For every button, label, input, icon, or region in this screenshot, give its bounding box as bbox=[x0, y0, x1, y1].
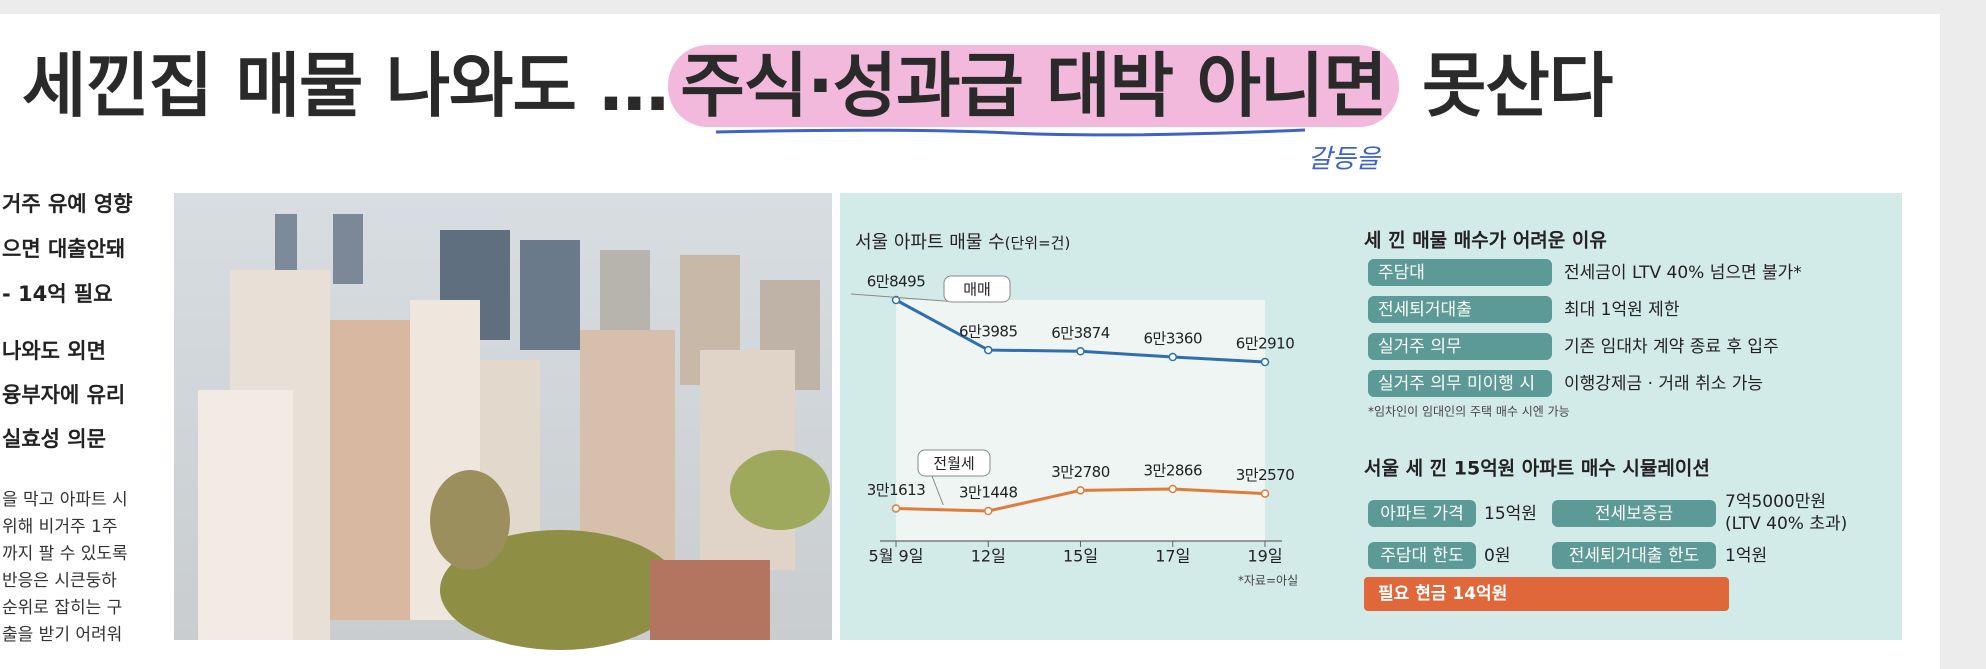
data-label: 3만2780 bbox=[1051, 463, 1110, 481]
data-label: 6만3874 bbox=[1051, 324, 1110, 342]
x-tick-label: 19일 bbox=[1247, 547, 1282, 566]
legend-label: 매매 bbox=[963, 281, 991, 299]
handwritten-note: 갈등을 bbox=[1308, 145, 1382, 175]
tag-label: 전세퇴거대출 bbox=[1378, 300, 1472, 320]
side-body: 을 막고 아파트 시 위해 비거주 1주 까지 팔 수 있도록 반응은 시큰둥하… bbox=[2, 490, 128, 645]
line-chart: 서울 아파트 매물 수(단위=건) *자료=아실 5월 9일 12일 15일 17일 1… bbox=[850, 232, 1298, 588]
body-line: 반응은 시큰둥하 bbox=[2, 571, 117, 591]
legend-box bbox=[943, 275, 1011, 303]
tag-value: 1억원 bbox=[1725, 546, 1767, 566]
data-point bbox=[984, 506, 993, 516]
simulation-table: 아파트 가격 15억원 전세보증금 7억5000만원 (LTV 40% 초과) … bbox=[1364, 492, 1847, 611]
data-label: 3만2570 bbox=[1236, 466, 1295, 484]
total-label: 필요 현금 14억원 bbox=[1378, 584, 1507, 604]
subhead: 나와도 외면 bbox=[2, 339, 106, 363]
tag-label: 실거주 의무 bbox=[1378, 337, 1462, 357]
plot-area bbox=[896, 300, 1265, 541]
tag-label: 전세퇴거대출 한도 bbox=[1569, 546, 1700, 566]
data-point bbox=[1076, 486, 1085, 495]
data-point bbox=[1168, 484, 1177, 494]
body-line: 위해 비거주 1주 bbox=[2, 517, 117, 537]
body-line: 을 막고 아파트 시 bbox=[2, 490, 128, 510]
chart-unit: (단위=건) bbox=[1005, 234, 1071, 252]
reasons-title: 세 낀 매물 매수가 어려운 이유 bbox=[1364, 230, 1607, 252]
tag bbox=[1368, 500, 1476, 527]
data-point bbox=[1260, 489, 1270, 498]
legend-leader bbox=[850, 293, 959, 303]
tag-label: 주담대 한도 bbox=[1380, 546, 1464, 566]
x-tick-label: 5월 9일 bbox=[869, 547, 924, 566]
tag-label: 전세보증금 bbox=[1595, 504, 1673, 524]
subhead: - 14억 필요 bbox=[2, 282, 113, 306]
tag bbox=[1552, 500, 1716, 527]
tag-label: 아파트 가격 bbox=[1380, 504, 1464, 524]
body-line: 까지 팔 수 있도록 bbox=[2, 544, 128, 564]
reasons-footnote: *임차인이 임대인의 주택 매수 시엔 가능 bbox=[1368, 405, 1570, 419]
data-point bbox=[891, 295, 901, 305]
data-point bbox=[891, 504, 901, 513]
headline-end: 못산다 bbox=[1422, 45, 1613, 127]
body-line: 출을 받기 어려워 bbox=[2, 625, 122, 645]
body-line: 순위로 잡히는 구 bbox=[2, 598, 122, 618]
data-label: 3만1448 bbox=[959, 484, 1018, 502]
photo bbox=[174, 193, 832, 650]
tag-value: 15억원 bbox=[1484, 504, 1537, 524]
tag-value: 기존 임대차 계약 종료 후 입주 bbox=[1564, 337, 1779, 357]
data-point bbox=[1260, 357, 1270, 367]
data-label: 6만8495 bbox=[867, 273, 926, 291]
tag-label: 실거주 의무 미이행 시 bbox=[1378, 374, 1535, 394]
legend-leader bbox=[931, 475, 944, 506]
subhead: 거주 유예 영향 bbox=[2, 192, 133, 216]
headline: 세낀집 매물 나와도 … 주식·성과급 대박 아니면 못산다 bbox=[22, 30, 1613, 131]
subhead: 융부자에 유리 bbox=[2, 383, 125, 407]
tag-value: 0원 bbox=[1484, 546, 1510, 566]
legend-label: 전월세 bbox=[933, 455, 974, 473]
chart-title-text: 서울 아파트 매물 수 bbox=[855, 232, 1005, 253]
tag-label: 주담대 bbox=[1378, 263, 1425, 283]
data-label: 6만3360 bbox=[1143, 330, 1202, 348]
data-point bbox=[984, 345, 993, 355]
tag bbox=[1368, 333, 1552, 360]
tag-value: 최대 1억원 제한 bbox=[1564, 300, 1680, 320]
data-label: 3만1613 bbox=[867, 481, 926, 499]
x-tick-label: 17일 bbox=[1155, 547, 1190, 566]
data-label: 6만2910 bbox=[1236, 335, 1295, 353]
subhead: 으면 대출안돼 bbox=[2, 237, 125, 261]
tag bbox=[1368, 259, 1552, 286]
total-bar bbox=[1364, 577, 1729, 611]
data-label: 3만2866 bbox=[1143, 462, 1202, 480]
tag-value: 7억5000만원 bbox=[1725, 492, 1826, 512]
data-point bbox=[1168, 352, 1177, 362]
simulation-title: 서울 세 낀 15억원 아파트 매수 시뮬레이션 bbox=[1364, 458, 1710, 480]
tag bbox=[1368, 296, 1552, 323]
legend-box bbox=[917, 449, 991, 477]
headline-highlight: 주식·성과급 대박 아니면 bbox=[668, 45, 1399, 127]
chart-title: 서울 아파트 매물 수(단위=건) bbox=[855, 232, 1070, 253]
x-tick-label: 12일 bbox=[971, 547, 1006, 566]
tag-note: (LTV 40% 초과) bbox=[1725, 514, 1847, 534]
subhead: 실효성 의문 bbox=[2, 427, 106, 451]
pen-underline bbox=[715, 128, 1306, 137]
chart-source: *자료=아실 bbox=[1238, 574, 1298, 588]
data-point bbox=[1076, 347, 1085, 356]
tag bbox=[1368, 370, 1552, 397]
data-label: 6만3985 bbox=[959, 323, 1018, 341]
side-subheads: 거주 유예 영향 으면 대출안돼 - 14억 필요 나와도 외면 융부자에 유리… bbox=[2, 192, 133, 451]
tag bbox=[1552, 542, 1716, 569]
tag-value: 전세금이 LTV 40% 넘으면 불가* bbox=[1564, 263, 1802, 283]
tag-value: 이행강제금 · 거래 취소 가능 bbox=[1564, 374, 1763, 394]
x-tick-label: 15일 bbox=[1063, 547, 1098, 566]
reasons-table: 주담대 전세금이 LTV 40% 넘으면 불가* 전세퇴거대출 최대 1억원 제한실거… bbox=[1368, 259, 1802, 397]
headline-start: 세낀집 매물 나와도 … bbox=[22, 45, 669, 127]
tag bbox=[1368, 542, 1476, 569]
